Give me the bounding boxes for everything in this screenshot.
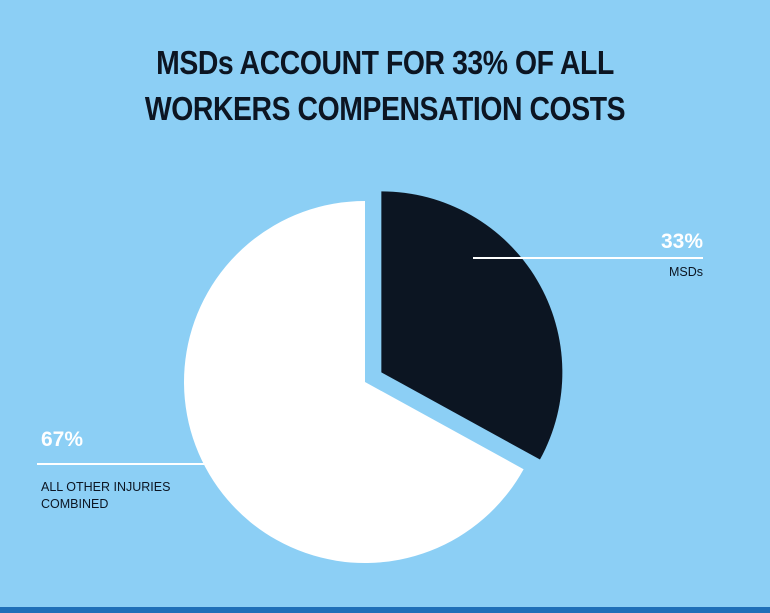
value-label-all-other-injuries-combined: 67%	[41, 428, 83, 451]
chart-title-line-2: WORKERS COMPENSATION COSTS	[144, 90, 626, 127]
chart-title: MSDs ACCOUNT FOR 33% OF ALL WORKERS COMP…	[54, 40, 716, 132]
pie-slice-all-other-injuries-combined	[184, 201, 524, 563]
bottom-strip	[0, 607, 770, 613]
category-label-all-other-injuries-combined: ALL OTHER INJURIES COMBINED	[41, 480, 170, 511]
chart-title-line-1: MSDs ACCOUNT FOR 33% OF ALL	[156, 44, 614, 81]
category-label-msds: MSDs	[669, 265, 703, 279]
value-label-msds: 33%	[661, 230, 703, 253]
